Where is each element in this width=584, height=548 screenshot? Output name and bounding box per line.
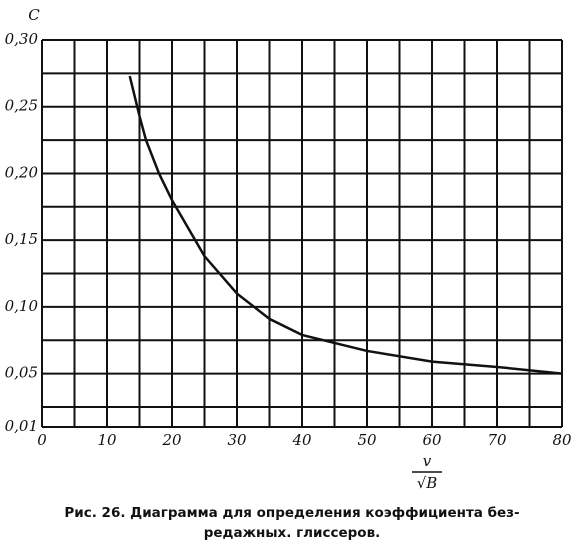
x-tick-label: 70 — [487, 431, 507, 449]
caption: редажных. глиссеров. — [204, 525, 381, 541]
x-tick-label: 40 — [291, 431, 312, 449]
x-tick-label: 60 — [422, 431, 442, 449]
curve — [128, 75, 563, 375]
x-tick-label: 20 — [161, 431, 182, 449]
y-tick-label: 0,05 — [5, 364, 38, 382]
y-tick-label: 0,30 — [5, 30, 39, 48]
x-axis-label-numerator: v — [423, 452, 432, 470]
x-tick-label: 80 — [552, 431, 572, 449]
x-tick-label: 50 — [357, 431, 377, 449]
y-tick-label: 0,01 — [5, 417, 38, 435]
y-tick-label: 0,20 — [5, 163, 39, 181]
x-tick-label: 10 — [97, 431, 117, 449]
x-axis-label-denominator: √B — [417, 474, 438, 492]
y-axis-label: C — [28, 6, 40, 24]
x-tick-label: 0 — [37, 431, 47, 449]
y-tick-label: 0,15 — [5, 230, 38, 248]
y-tick-label: 0,10 — [5, 297, 39, 315]
caption: Рис. 26. Диаграмма для определения коэфф… — [64, 505, 519, 521]
y-tick-label: 0,25 — [5, 97, 38, 115]
x-tick-label: 30 — [227, 431, 247, 449]
